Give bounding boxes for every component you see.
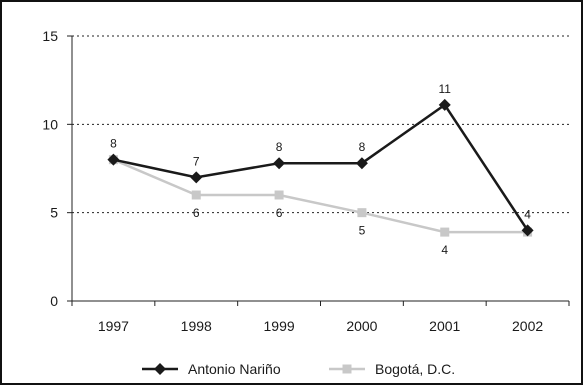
data-label: 6 (193, 206, 200, 220)
data-point (190, 171, 203, 184)
series-line-1 (112, 158, 528, 234)
data-label: 8 (110, 137, 117, 151)
data-label: 4 (441, 243, 448, 257)
data-point (357, 208, 367, 218)
y-tick-label: 15 (42, 28, 58, 44)
data-point (355, 157, 368, 170)
data-label: 8 (276, 140, 283, 154)
data-label: 7 (193, 154, 200, 168)
data-point (107, 153, 120, 166)
x-tick-label: 2002 (512, 318, 543, 334)
legend: Antonio Nariño Bogotá, D.C. (142, 361, 455, 377)
data-label: 6 (276, 206, 283, 220)
data-point (440, 227, 450, 237)
legend-item-0: Antonio Nariño (142, 361, 281, 377)
x-tick-label: 1999 (264, 318, 295, 334)
x-tick-label: 1997 (98, 318, 129, 334)
legend-item-1: Bogotá, D.C. (329, 361, 455, 377)
data-point (521, 224, 534, 237)
gridlines (72, 35, 569, 214)
data-labels: 6 6 5 4 8 7 8 8 11 4 (110, 82, 531, 257)
data-label: 4 (524, 207, 531, 221)
x-tick-label: 1998 (181, 318, 212, 334)
legend-marker (154, 363, 166, 375)
legend-marker (342, 364, 352, 374)
data-point (191, 190, 201, 200)
data-point (274, 190, 284, 200)
y-tick-label: 10 (42, 116, 58, 132)
data-label: 5 (359, 224, 366, 238)
legend-label: Antonio Nariño (188, 361, 281, 377)
axes: 0 5 10 15 1997 1998 1999 2000 2001 2002 (42, 28, 570, 334)
x-tick-label: 2001 (429, 318, 460, 334)
y-tick-label: 5 (50, 205, 58, 221)
series-line-0 (113, 103, 529, 232)
data-point (273, 157, 286, 170)
x-tick-label: 2000 (346, 318, 377, 334)
data-label: 8 (359, 140, 366, 154)
y-tick-label: 0 (50, 293, 58, 309)
legend-label: Bogotá, D.C. (375, 361, 455, 377)
data-point (438, 98, 451, 111)
series-lines (107, 98, 534, 237)
data-label: 11 (439, 82, 452, 96)
